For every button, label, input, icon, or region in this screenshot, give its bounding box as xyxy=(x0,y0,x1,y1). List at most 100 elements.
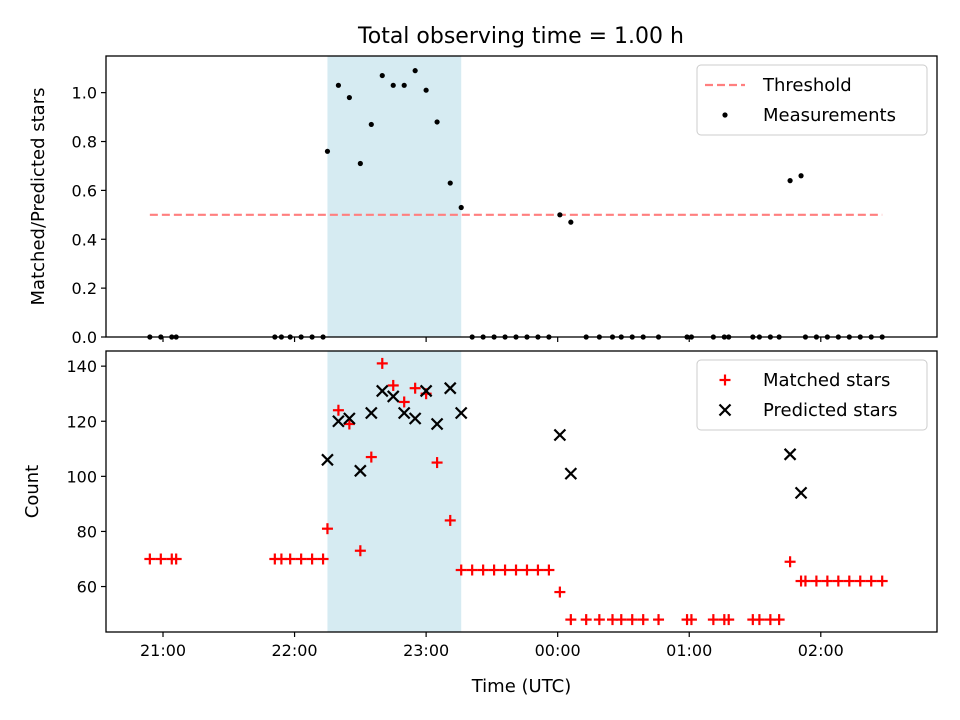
matched-stars-point xyxy=(707,614,719,626)
predicted-stars-point xyxy=(553,428,567,442)
y-tick-label: 140 xyxy=(66,357,97,376)
matched-stars-point xyxy=(615,614,627,626)
measurements-point xyxy=(324,148,331,154)
matched-stars-point xyxy=(431,457,443,469)
matched-stars-point xyxy=(532,564,544,576)
predicted-stars-point xyxy=(386,390,400,403)
predicted-stars-point xyxy=(321,453,334,467)
matched-stars-point xyxy=(284,553,296,565)
matched-stars-point xyxy=(593,614,605,626)
matched-stars-point xyxy=(510,564,522,576)
y-tick-label: 0.2 xyxy=(72,279,97,298)
matched-stars-point xyxy=(499,564,511,576)
matched-stars-point xyxy=(799,575,811,587)
matched-stars-point xyxy=(444,514,456,526)
x-tick-label: 01:00 xyxy=(666,641,712,660)
bottom-panel: 21:00 22:00 23:00 00:00 01:00 02:00 60 80 100 12… xyxy=(22,350,938,697)
legend-box xyxy=(696,359,928,431)
legend-label: Matched stars xyxy=(763,370,890,391)
matched-stars-point xyxy=(295,553,307,565)
predicted-stars-point xyxy=(564,467,578,480)
matched-stars-point xyxy=(170,553,182,565)
predicted-stars-point xyxy=(408,412,422,425)
matched-stars-point xyxy=(554,586,566,598)
matched-stars-point xyxy=(488,564,500,576)
measurements-point xyxy=(412,68,418,74)
matched-stars-point xyxy=(321,523,333,535)
matched-stars-point xyxy=(317,553,329,565)
x-tick-label: 02:00 xyxy=(798,641,844,660)
matched-stars-point xyxy=(155,553,167,565)
matched-stars-point xyxy=(773,614,785,626)
measurements-point xyxy=(357,160,363,167)
matched-stars-point xyxy=(521,564,533,576)
matched-stars-point xyxy=(343,418,355,430)
legend: Matched stars Predicted stars xyxy=(696,359,928,431)
matched-stars-point xyxy=(626,614,638,626)
matched-stars-point xyxy=(477,564,489,576)
plot-frame xyxy=(105,55,938,338)
predicted-stars-point xyxy=(783,448,797,461)
measurements-point xyxy=(557,212,563,218)
matched-stars-point xyxy=(365,451,377,463)
matched-stars-point xyxy=(854,575,866,587)
legend-marker xyxy=(719,374,731,386)
measurements-point xyxy=(447,180,453,186)
matched-stars-point xyxy=(306,553,318,565)
highlight-span xyxy=(327,351,462,632)
top-panel: 0.0 0.2 0.4 0.6 0.8 1.0 Matched/Predicted sta… xyxy=(28,55,938,347)
legend-marker xyxy=(718,403,732,417)
x-axis-label: Time (UTC) xyxy=(471,676,572,697)
matched-stars-point xyxy=(637,614,649,626)
predicted-stars-point xyxy=(375,384,389,398)
highlight-span xyxy=(327,56,462,337)
y-tick-label: 0.6 xyxy=(72,181,97,200)
measurements-point xyxy=(390,82,396,88)
matched-stars-point xyxy=(832,575,844,587)
y-tick-label: 100 xyxy=(66,467,97,486)
matched-stars-point xyxy=(580,614,592,626)
y-tick-label: 120 xyxy=(66,412,97,431)
measurements-point xyxy=(434,119,440,125)
legend-label: Predicted stars xyxy=(763,400,897,421)
matched-stars-point xyxy=(387,379,399,391)
matched-stars-point xyxy=(865,575,877,587)
predicted-stars-point xyxy=(443,381,457,395)
measurements-point xyxy=(458,204,464,211)
matched-stars-point xyxy=(144,553,156,565)
matched-stars-point xyxy=(784,556,796,568)
legend: Threshold Measurements xyxy=(696,64,928,136)
legend-marker xyxy=(722,112,728,118)
predicted-stars-point xyxy=(343,412,356,425)
matched-stars-point xyxy=(455,564,467,576)
y-tick-label: 80 xyxy=(77,522,97,541)
matched-stars-point xyxy=(753,614,765,626)
legend-label: Threshold xyxy=(762,75,852,96)
y-tick-label: 0.0 xyxy=(72,328,97,347)
matched-stars-point xyxy=(685,614,697,626)
plot-frame xyxy=(105,350,938,633)
y-axis-label: Matched/Predicted stars xyxy=(28,88,49,306)
predicted-stars-point xyxy=(430,417,444,431)
measurements-point xyxy=(401,82,407,88)
x-tick-label: 21:00 xyxy=(140,641,186,660)
measurements-point xyxy=(798,173,804,179)
matched-stars-point xyxy=(376,357,388,369)
measurements-point xyxy=(346,94,352,101)
legend-box xyxy=(696,64,928,136)
matched-stars-point xyxy=(409,382,421,394)
matched-stars-point xyxy=(354,545,366,557)
matched-stars-point xyxy=(565,614,577,626)
matched-stars-point xyxy=(332,404,344,416)
measurements-point xyxy=(368,121,374,128)
matched-stars-point xyxy=(723,614,735,626)
matched-stars-point xyxy=(466,564,478,576)
y-tick-label: 1.0 xyxy=(72,84,97,103)
matched-stars-point xyxy=(876,575,888,587)
predicted-stars-point xyxy=(454,406,468,420)
measurements-point xyxy=(423,87,429,93)
y-tick-label: 60 xyxy=(77,578,97,597)
matched-stars-point xyxy=(821,575,833,587)
x-tick-label: 00:00 xyxy=(535,641,581,660)
